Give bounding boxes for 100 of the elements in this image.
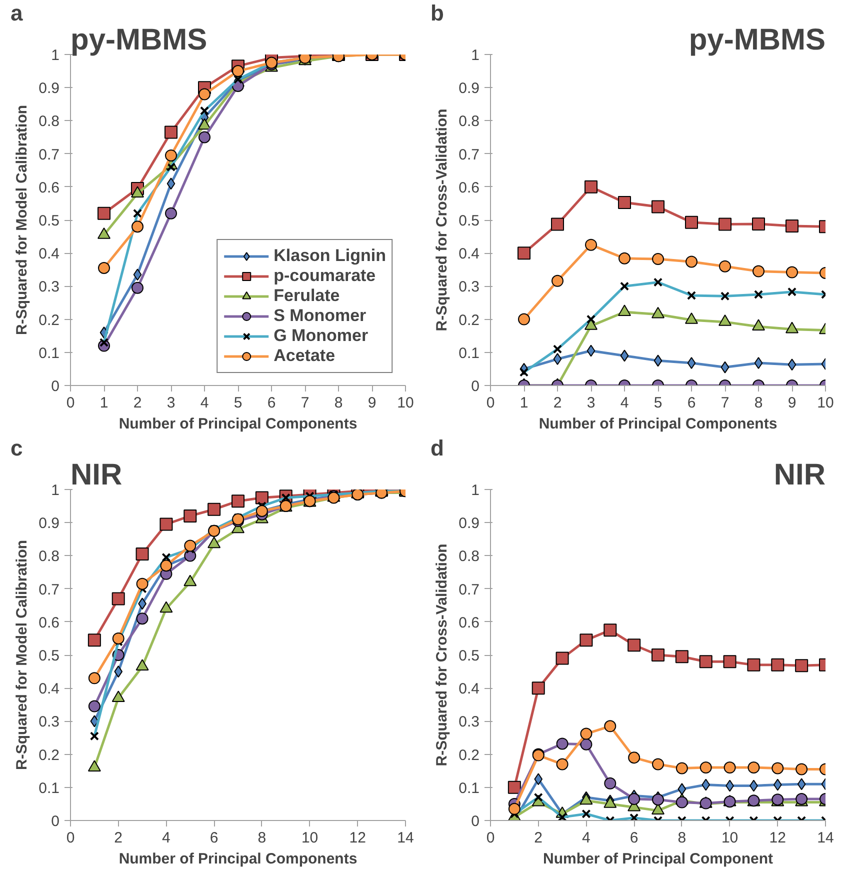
y-tick-label: 0.9 (38, 515, 60, 532)
x-tick-label: 0 (486, 830, 495, 846)
y-tick-label: 1 (471, 47, 480, 64)
x-tick-label: 6 (630, 830, 638, 846)
y-tick-label: 0.8 (458, 113, 480, 130)
y-tick-label: 0.3 (38, 714, 60, 731)
text: d (430, 436, 444, 460)
x-tick-label: 0 (486, 394, 495, 412)
x-tick-label: 0 (66, 830, 75, 846)
y-tick-label: 0.7 (38, 146, 60, 164)
x-tick-label: 2 (553, 394, 562, 412)
x-tick-label: 10 (817, 394, 834, 412)
x-tick-label: 1 (100, 394, 108, 412)
x-tick-label: 4 (620, 394, 629, 412)
y-tick-label: 0.6 (458, 614, 480, 632)
y-tick-label: 0.4 (458, 246, 480, 263)
y-tick-label: 0.4 (458, 680, 480, 698)
y-tick-label: 0.1 (38, 780, 60, 797)
y-tick-label: 0.6 (38, 614, 60, 632)
x-tick-label: 4 (200, 394, 209, 412)
y-tick-label: 1 (51, 482, 60, 499)
text: b (430, 0, 444, 26)
y-tick-label: 0.5 (458, 648, 480, 664)
y-tick-label: 0.4 (38, 680, 60, 698)
x-tick-label: 9 (368, 394, 376, 412)
x-axis-title: Number of Principal Components (118, 416, 358, 432)
x-tick-label: 3 (586, 394, 596, 412)
x-tick-label: 6 (687, 394, 696, 412)
y-axis-title: R-Squared for Model Calibration (14, 104, 31, 336)
text: c (10, 436, 23, 460)
y-tick-label: 0 (471, 813, 480, 830)
legend-label: Klason Lignin (274, 246, 386, 266)
chart-title: py-MBMS (70, 24, 208, 56)
y-tick-label: 0 (471, 378, 480, 395)
y-tick-label: 0.8 (38, 548, 60, 566)
y-axis-title: R-Squared for Cross-Validation (434, 544, 451, 766)
x-axis-title: Number of Principal Components (118, 850, 358, 868)
x-tick-label: 14 (817, 830, 834, 846)
chart-title: NIR (70, 458, 122, 492)
y-tick-label: 0.8 (458, 548, 480, 566)
x-tick-label: 8 (754, 394, 763, 412)
y-tick-label: 0.7 (458, 146, 480, 164)
x-tick-label: 8 (678, 830, 686, 846)
y-tick-label: 0.7 (458, 581, 480, 598)
y-tick-label: 0.6 (38, 179, 60, 196)
legend-label: Ferulate (274, 286, 340, 306)
x-tick-label: 7 (720, 394, 730, 412)
x-tick-label: 0 (66, 394, 75, 412)
text: a (10, 0, 24, 26)
x-tick-label: 14 (397, 830, 414, 846)
y-tick-label: 0.9 (458, 515, 480, 532)
x-tick-label: 10 (397, 394, 414, 412)
legend-label: p-coumarate (274, 266, 376, 286)
x-tick-label: 6 (267, 394, 276, 412)
y-axis-title: R-Squared for Model Calibration (14, 540, 31, 770)
y-axis-title: R-Squared for Cross-Validation (434, 108, 451, 332)
y-tick-label: 0.2 (458, 746, 480, 764)
legend-label: G Monomer (274, 326, 368, 346)
y-tick-label: 0.2 (458, 312, 480, 329)
y-tick-label: 0.7 (38, 581, 60, 598)
y-tick-label: 1 (471, 482, 480, 499)
x-tick-label: 2 (114, 830, 123, 846)
x-axis-title: Number of Principal Components (538, 416, 778, 432)
y-tick-label: 0.2 (38, 746, 60, 764)
x-tick-label: 2 (534, 830, 543, 846)
x-tick-label: 2 (133, 394, 142, 412)
chart-title: py-MBMS (688, 24, 826, 56)
x-tick-label: 10 (721, 830, 738, 846)
x-axis-title: Number of Principal Component (542, 850, 774, 868)
y-tick-label: 0.5 (38, 648, 60, 664)
y-tick-label: 0.5 (458, 212, 480, 230)
y-tick-label: 0.2 (38, 312, 60, 329)
y-tick-label: 0.9 (38, 80, 60, 98)
x-tick-label: 5 (234, 394, 242, 412)
x-tick-label: 5 (654, 394, 662, 412)
x-tick-label: 12 (349, 830, 366, 846)
y-tick-label: 0.1 (458, 780, 480, 797)
x-tick-label: 4 (582, 830, 590, 846)
y-tick-label: 0.6 (458, 179, 480, 196)
legend-label: Acetate (274, 346, 336, 366)
y-tick-label: 0.1 (38, 344, 60, 362)
x-tick-label: 12 (769, 830, 786, 846)
y-tick-label: 0.8 (38, 113, 60, 130)
x-tick-label: 4 (162, 830, 170, 846)
y-tick-label: 0 (51, 813, 60, 830)
x-tick-label: 8 (334, 394, 343, 412)
y-tick-label: 0.3 (458, 278, 480, 296)
x-tick-label: 1 (520, 394, 528, 412)
y-tick-label: 0.5 (38, 212, 60, 230)
legend-label: S Monomer (274, 306, 366, 326)
chart-title: NIR (774, 458, 826, 492)
y-tick-label: 0.3 (458, 714, 480, 731)
y-tick-label: 1 (51, 47, 60, 64)
y-tick-label: 0.3 (38, 278, 60, 296)
x-tick-label: 9 (788, 394, 796, 412)
y-tick-label: 0.4 (38, 246, 60, 263)
x-tick-label: 10 (301, 830, 318, 846)
x-tick-label: 8 (258, 830, 266, 846)
x-tick-label: 6 (210, 830, 218, 846)
y-tick-label: 0.1 (458, 344, 480, 362)
